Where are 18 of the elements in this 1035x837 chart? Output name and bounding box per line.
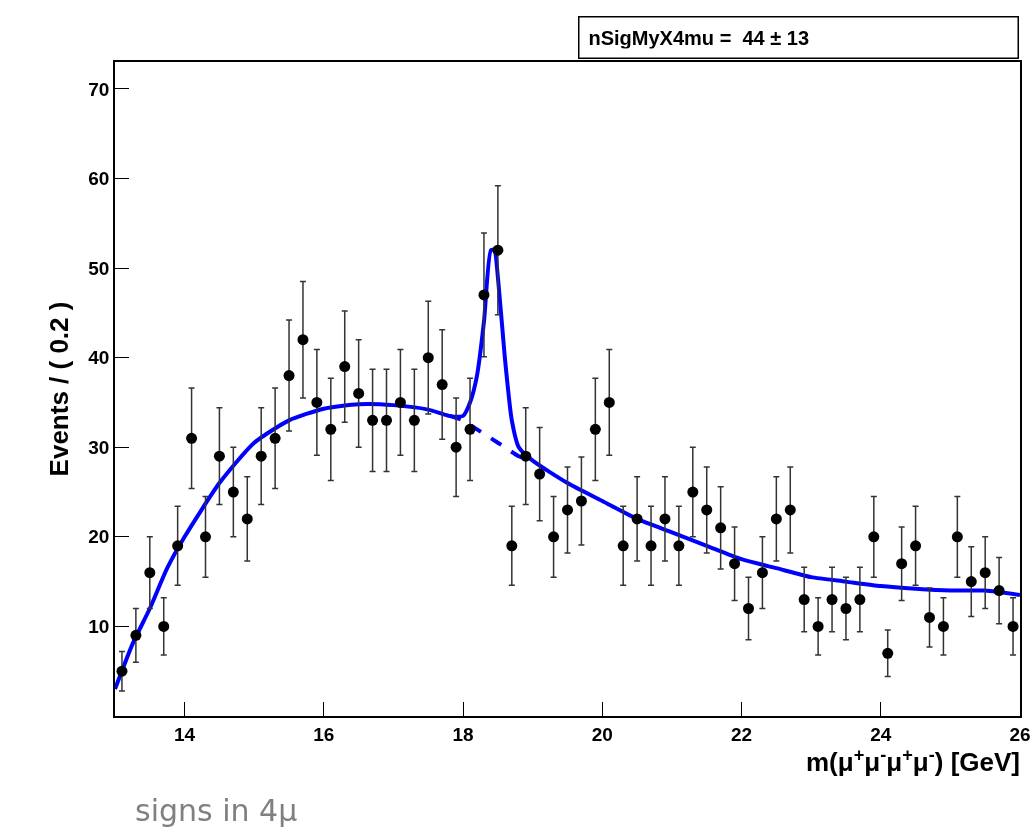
x-tick-label: 22 [730, 723, 753, 745]
y-tick-label: 20 [88, 526, 110, 548]
y-tick-label: 50 [88, 257, 110, 279]
x-tick-label: 14 [174, 723, 196, 745]
x-tick-label: 26 [1009, 723, 1031, 745]
y-tick-label: 10 [88, 616, 110, 638]
y-tick-label: 40 [88, 347, 110, 369]
text: nSigMyX4mu = 44 ± 13 [588, 26, 810, 49]
x-tick-label: 20 [591, 723, 613, 745]
y-axis-title: Events / ( 0.2 ) [44, 301, 75, 477]
text: m(μ$^{+}$μ$^{-}$μ$^{+}$μ$^{-}$) [GeV] [805, 744, 1020, 778]
text: signs in 4μ [135, 793, 298, 828]
x-tick-label: 16 [313, 723, 335, 745]
y-tick-label: 60 [88, 168, 110, 190]
y-tick-label: 30 [88, 436, 110, 458]
y-tick-label: 70 [88, 78, 110, 100]
x-tick-label: 24 [870, 723, 892, 745]
x-tick-label: 18 [452, 723, 474, 745]
